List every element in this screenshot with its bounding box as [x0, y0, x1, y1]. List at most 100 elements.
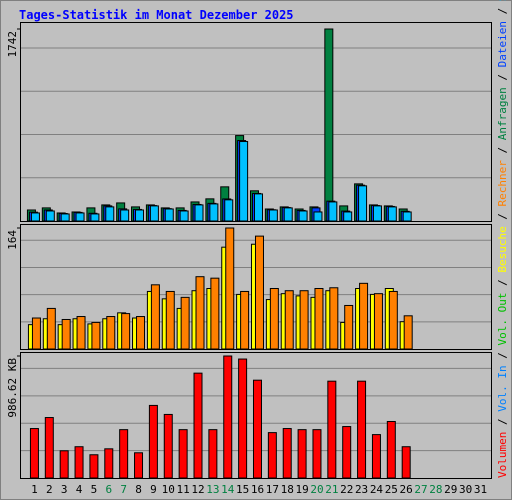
x-tick-label: 8: [135, 483, 142, 496]
bar: [254, 235, 264, 350]
bar: [239, 141, 249, 222]
bar: [403, 315, 413, 350]
bar: [91, 321, 101, 350]
bar: [149, 205, 159, 222]
x-tick-label: 19: [295, 483, 308, 496]
x-tick-label: 9: [150, 483, 157, 496]
bar: [344, 304, 354, 350]
legend-entry: Besuche: [496, 226, 509, 272]
y-tick-label: 1742: [6, 31, 19, 58]
x-tick-label: 30: [459, 483, 472, 496]
legend-entry: Anfragen: [496, 87, 509, 140]
x-tick-label: 5: [91, 483, 98, 496]
bar: [240, 290, 250, 350]
bar: [225, 227, 235, 350]
x-tick-label: 7: [120, 483, 127, 496]
bar: [44, 417, 54, 479]
legend-separator: /: [496, 206, 509, 226]
x-tick-label: 4: [76, 483, 83, 496]
bar: [89, 454, 99, 479]
legend-separator: /: [496, 1, 509, 21]
bar: [267, 432, 277, 479]
bar: [106, 316, 116, 350]
bar: [358, 185, 368, 222]
bar: [373, 293, 383, 350]
x-tick-label: 6: [105, 483, 112, 496]
x-tick-label: 29: [444, 483, 457, 496]
bar: [76, 316, 86, 350]
x-tick-label: 22: [340, 483, 353, 496]
x-tick-label: 15: [236, 483, 249, 496]
bar: [136, 316, 146, 350]
bar: [60, 213, 70, 222]
bar: [387, 206, 397, 222]
x-tick-label: 3: [61, 483, 68, 496]
bar: [313, 211, 323, 222]
bar: [61, 318, 71, 350]
legend-separator: /: [496, 346, 509, 366]
legend-separator: /: [496, 67, 509, 87]
bar: [178, 429, 188, 479]
legend-separator: /: [496, 412, 509, 432]
x-tick-label: 17: [266, 483, 279, 496]
x-tick-label: 12: [191, 483, 204, 496]
bar: [342, 426, 352, 479]
bar: [90, 213, 100, 222]
bar: [121, 313, 131, 350]
bar: [388, 290, 398, 350]
bar: [164, 208, 174, 222]
bar: [120, 209, 130, 222]
bar: [324, 28, 334, 222]
bar: [252, 379, 262, 479]
legend-separator: /: [496, 140, 509, 160]
x-tick-label: 26: [400, 483, 413, 496]
bar: [253, 193, 263, 222]
bar: [209, 203, 219, 222]
bar: [298, 210, 308, 222]
bar: [31, 317, 41, 350]
x-tick-label: 25: [385, 483, 398, 496]
bar: [223, 355, 233, 479]
bar: [297, 429, 307, 479]
x-tick-label: 23: [355, 483, 368, 496]
legend-entry: Vol. In: [496, 365, 509, 411]
bar: [329, 287, 339, 350]
bar: [134, 452, 144, 479]
legend-entry: Seiten: [496, 0, 509, 1]
bar: [268, 209, 278, 222]
x-tick-label: 14: [221, 483, 235, 496]
bar: [30, 212, 40, 222]
bar: [150, 284, 160, 350]
bar: [194, 204, 204, 222]
legend-separator: /: [496, 273, 509, 293]
x-tick-label: 20: [310, 483, 323, 496]
bar: [210, 277, 220, 350]
x-tick-label: 27: [414, 483, 427, 496]
chart-title: Tages-Statistik im Monat Dezember 2025: [19, 8, 294, 22]
bar: [148, 404, 158, 479]
y-tick-label: 986.62 KB: [6, 358, 19, 418]
bar: [193, 372, 203, 479]
bar: [59, 450, 69, 479]
bar: [75, 212, 85, 222]
x-tick-label: 28: [429, 483, 442, 496]
bar: [105, 206, 115, 222]
legend-entry: Rechner: [496, 160, 509, 207]
bar: [357, 380, 367, 479]
bar: [179, 210, 189, 222]
bar: [359, 282, 369, 350]
bar: [284, 290, 294, 350]
bar: [386, 420, 396, 479]
bar: [269, 288, 279, 350]
bar: [283, 207, 293, 222]
bar: [104, 448, 114, 479]
bar: [45, 210, 55, 222]
bar: [282, 428, 292, 479]
x-tick-label: 13: [206, 483, 219, 496]
bar: [312, 429, 322, 479]
bar: [163, 413, 173, 479]
bar: [371, 434, 381, 479]
legend: Volumen / Vol. In / Vol. Out / Besuche /…: [496, 0, 509, 478]
x-tick-label: 1: [31, 483, 38, 496]
bar: [401, 446, 411, 479]
